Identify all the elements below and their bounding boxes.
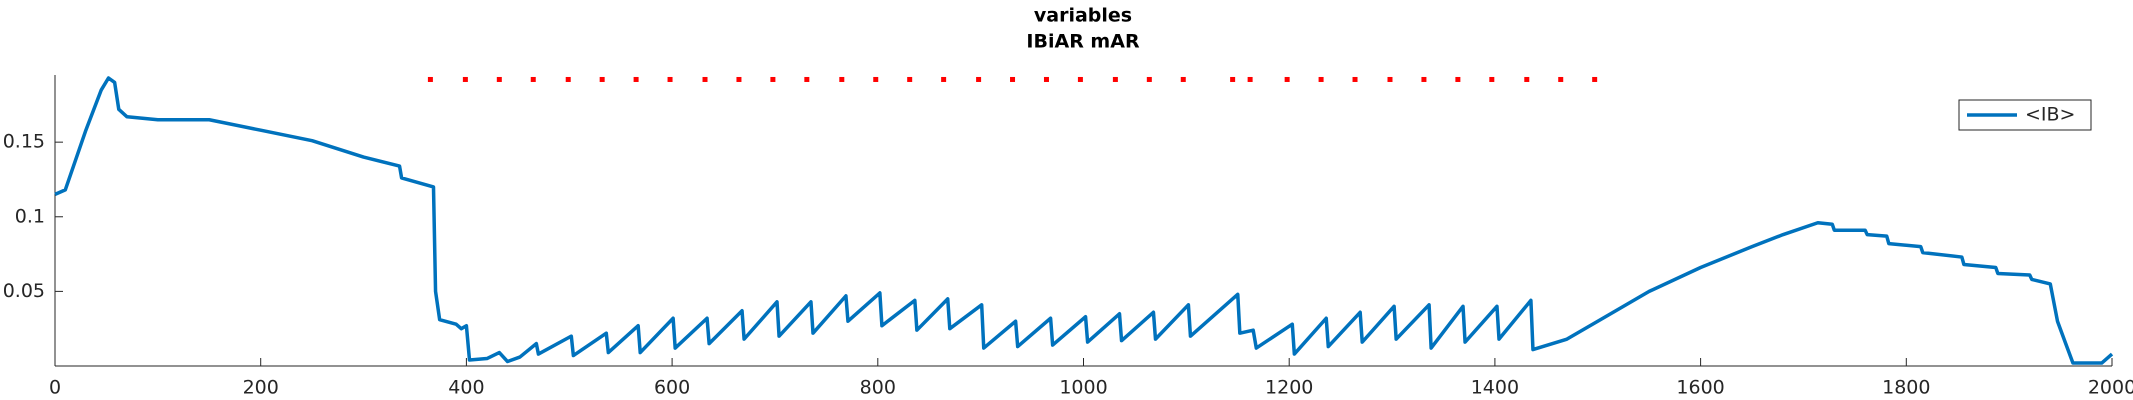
marker [565,76,571,82]
marker [1352,76,1358,82]
marker [1421,76,1427,82]
marker [633,76,639,82]
marker [1077,76,1083,82]
marker [1043,76,1049,82]
y-tick-label: 0.05 [3,280,45,302]
marker [1146,76,1152,82]
marker [770,76,776,82]
marker [702,76,708,82]
marker [1284,76,1290,82]
chart-title: variables [1034,5,1132,27]
marker [427,76,433,82]
x-tick-label: 1600 [1676,377,1724,399]
marker [873,76,879,82]
x-tick-label: 800 [860,377,896,399]
marker [736,76,742,82]
marker [1524,76,1530,82]
line [54,76,2114,365]
marker [496,76,502,82]
chart-title: IBiAR mAR [1026,31,1140,53]
marker [976,76,982,82]
marker [1387,76,1393,82]
marker [462,76,468,82]
marker [530,76,536,82]
marker [1455,76,1461,82]
y-tick-label: 0.15 [3,131,45,153]
marker [941,76,947,82]
x-tick-label: 1000 [1059,377,1107,399]
marker [1318,76,1324,82]
marker [1592,76,1598,82]
marker [804,76,810,82]
marker [1230,76,1236,82]
x-tick-label: 1200 [1265,377,1313,399]
marker [839,76,845,82]
marker [1247,76,1253,82]
legend-label: <IB> [2025,104,2075,126]
x-tick-label: 400 [448,377,484,399]
marker [1558,76,1564,82]
x-tick-label: 200 [243,377,279,399]
x-tick-label: 0 [49,377,61,399]
marker [907,76,913,82]
marker [1180,76,1186,82]
x-tick-label: 2000 [2088,377,2133,399]
x-tick-label: 1800 [1882,377,1930,399]
x-tick-label: 600 [654,377,690,399]
marker [599,76,605,82]
marker [1112,76,1118,82]
x-tick-label: 1400 [1471,377,1519,399]
marker [1010,76,1016,82]
marker [667,76,673,82]
y-tick-label: 0.1 [15,205,45,227]
marker [1489,76,1495,82]
